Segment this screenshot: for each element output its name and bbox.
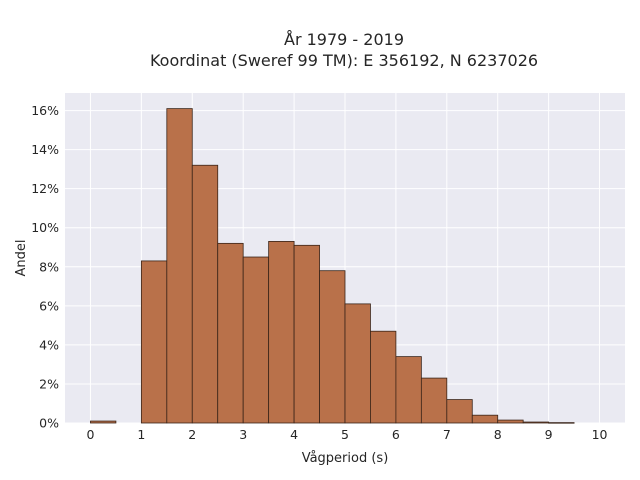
histogram-bar xyxy=(293,244,320,424)
histogram-bar xyxy=(522,421,550,424)
chart-title-line-1: År 1979 - 2019 xyxy=(284,30,404,49)
y-tick-label: 6% xyxy=(39,298,59,313)
histogram-bar xyxy=(242,256,270,424)
x-tick-label: 6 xyxy=(392,427,400,442)
x-tick-label: 7 xyxy=(443,427,451,442)
histogram-bar xyxy=(166,108,193,424)
chart-title-line-2: Koordinat (Sweref 99 TM): E 356192, N 62… xyxy=(150,51,538,70)
histogram-bar xyxy=(191,164,219,424)
y-tick-label: 8% xyxy=(39,259,59,274)
y-tick-label: 16% xyxy=(31,103,59,118)
x-tick-label: 5 xyxy=(341,427,349,442)
histogram-bar xyxy=(395,356,422,424)
x-axis-label: Vågperiod (s) xyxy=(302,451,389,466)
y-tick-label: 14% xyxy=(31,142,59,157)
histogram-bar xyxy=(319,270,346,424)
histogram-bar xyxy=(420,377,448,424)
x-tick-label: 4 xyxy=(290,427,298,442)
x-tick-label: 2 xyxy=(188,427,196,442)
histogram-bar xyxy=(497,419,524,424)
x-tick-label: 0 xyxy=(86,427,94,442)
x-tick-labels: 0 1 2 3 4 5 6 7 8 9 10 xyxy=(86,427,607,442)
y-tick-label: 10% xyxy=(31,220,59,235)
histogram-bar xyxy=(548,422,575,424)
y-tick-label: 12% xyxy=(31,181,59,196)
x-tick-label: 8 xyxy=(494,427,502,442)
histogram-bar xyxy=(446,399,473,424)
x-tick-label: 1 xyxy=(137,427,145,442)
y-tick-label: 4% xyxy=(39,337,59,352)
y-tick-labels: 0% 2% 4% 6% 8% 10% 12% 14% 16% xyxy=(31,103,59,430)
histogram-bar xyxy=(140,260,168,424)
x-tick-label: 10 xyxy=(592,427,608,442)
x-tick-label: 3 xyxy=(239,427,247,442)
histogram-bar xyxy=(90,420,117,424)
bars xyxy=(90,108,575,424)
histogram-bar xyxy=(344,303,371,424)
y-tick-label: 0% xyxy=(39,416,59,431)
histogram-bar xyxy=(217,242,244,424)
histogram-bar xyxy=(268,241,295,424)
y-tick-label: 2% xyxy=(39,376,59,391)
histogram-bar xyxy=(471,414,499,424)
y-axis-label: Andel xyxy=(14,240,29,277)
x-tick-label: 9 xyxy=(545,427,553,442)
histogram-bar xyxy=(370,330,397,424)
